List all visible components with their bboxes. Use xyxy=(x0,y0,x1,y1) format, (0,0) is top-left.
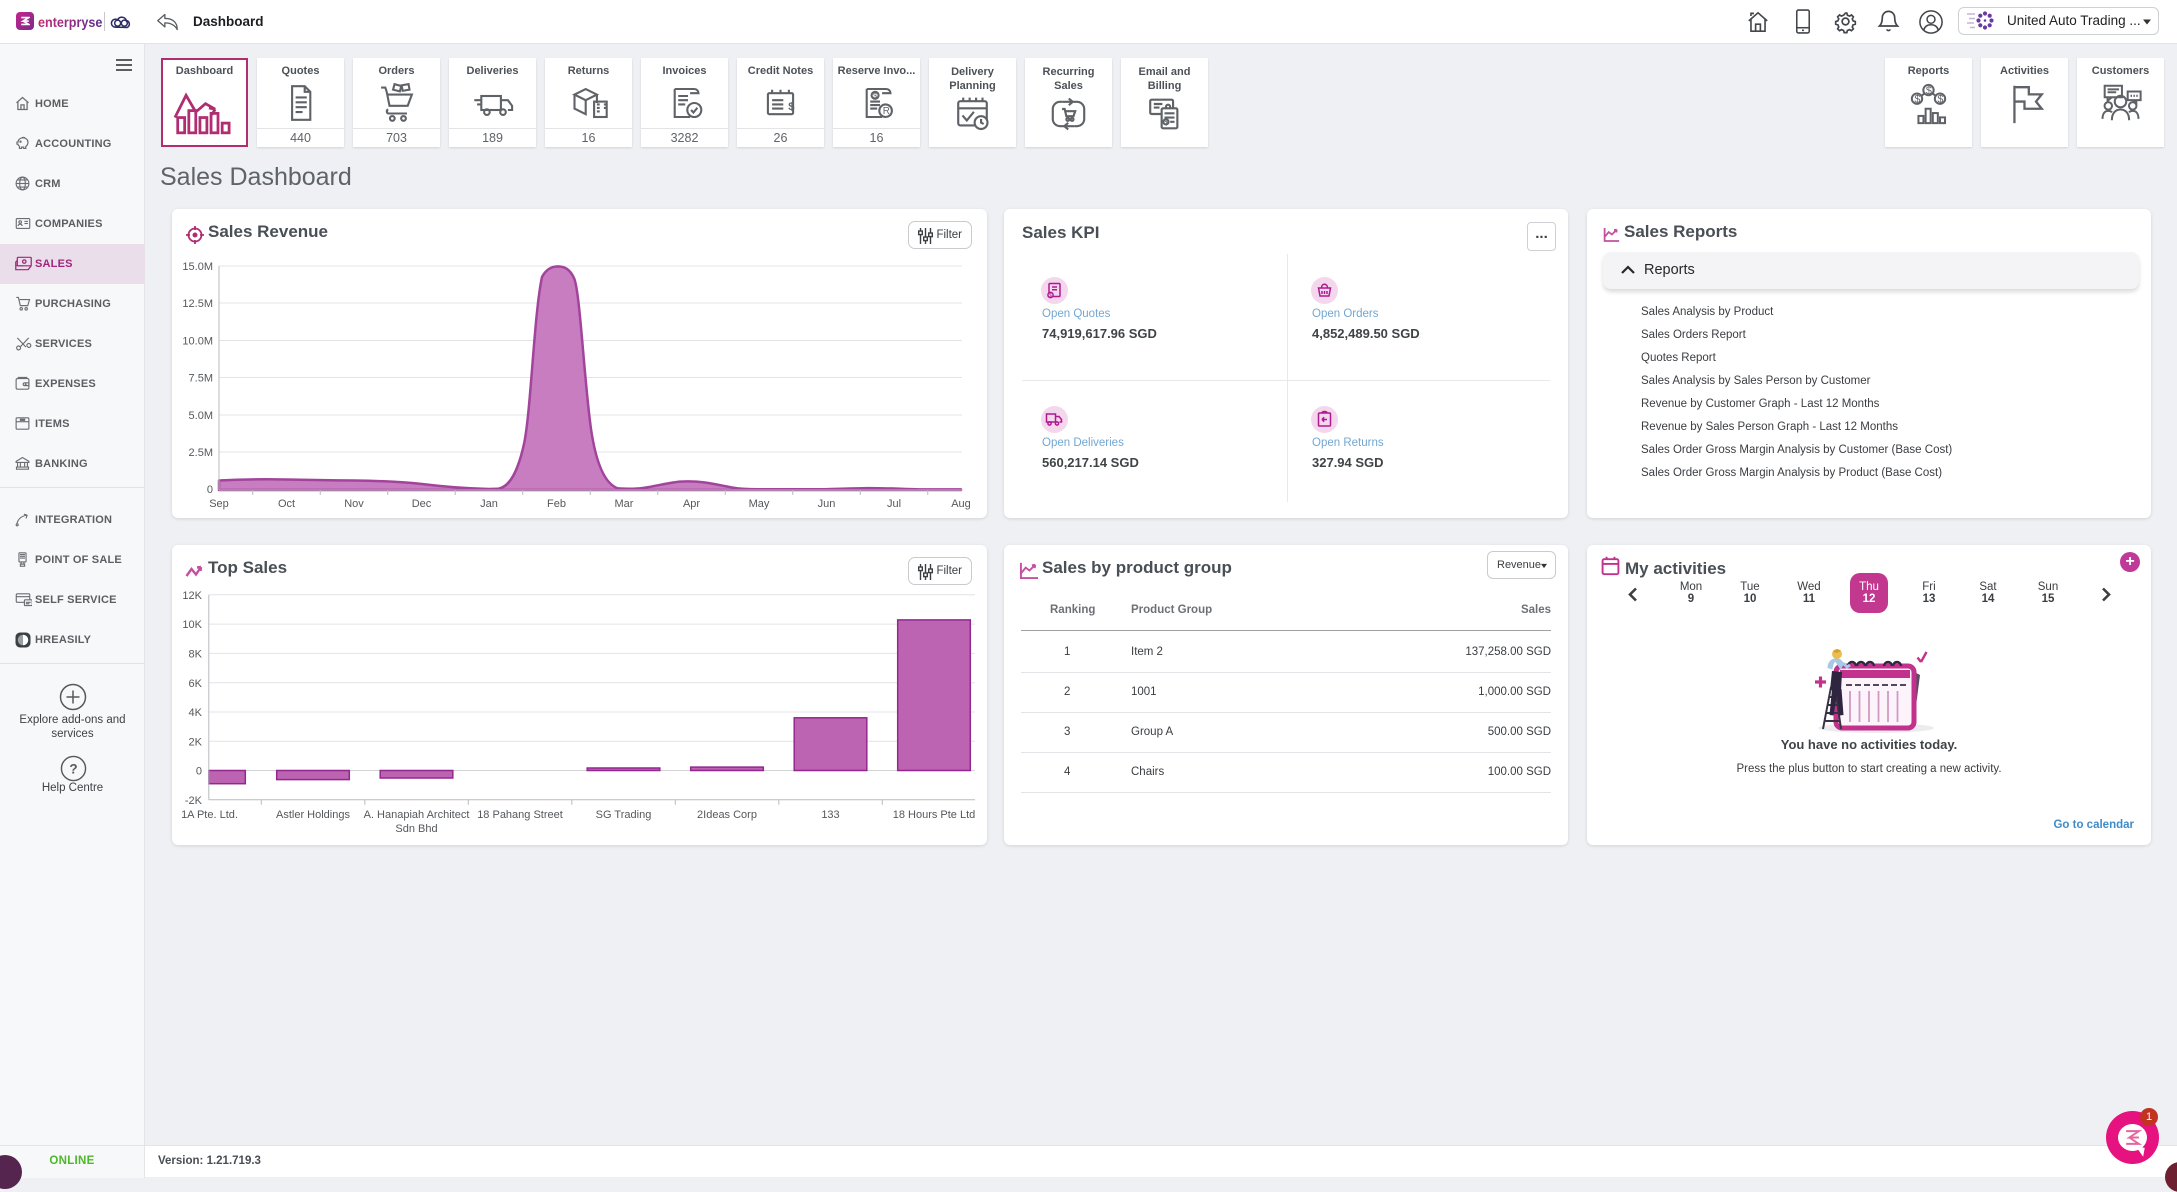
svg-text:May: May xyxy=(749,498,770,510)
svg-text:0: 0 xyxy=(196,766,202,778)
svg-text:0: 0 xyxy=(207,484,213,496)
svg-text:Astler Holdings: Astler Holdings xyxy=(276,809,350,821)
svg-text:Mar: Mar xyxy=(615,498,634,510)
svg-text:133: 133 xyxy=(821,809,839,821)
svg-text:Oct: Oct xyxy=(278,498,295,510)
svg-text:2K: 2K xyxy=(189,737,203,749)
svg-text:1A Pte. Ltd.: 1A Pte. Ltd. xyxy=(181,809,238,821)
svg-text:7.5M: 7.5M xyxy=(189,373,213,385)
svg-text:Jun: Jun xyxy=(818,498,836,510)
svg-text:$: $ xyxy=(1914,93,1920,105)
svg-text:$: $ xyxy=(1049,293,1052,299)
svg-text:8K: 8K xyxy=(189,649,203,661)
svg-text:$: $ xyxy=(1937,93,1943,105)
svg-text:?: ? xyxy=(69,761,77,776)
svg-text:SG Trading: SG Trading xyxy=(596,809,652,821)
svg-text:18 Pahang Street: 18 Pahang Street xyxy=(477,809,563,821)
svg-text:Sep: Sep xyxy=(209,498,229,510)
svg-text:15.0M: 15.0M xyxy=(182,261,213,273)
svg-text:$: $ xyxy=(1926,85,1932,97)
svg-text:Nov: Nov xyxy=(344,498,364,510)
svg-text:12K: 12K xyxy=(182,590,202,602)
svg-text:18 Hours Pte Ltd: 18 Hours Pte Ltd xyxy=(893,809,976,821)
svg-text:2Ideas Corp: 2Ideas Corp xyxy=(697,809,757,821)
svg-text:Jul: Jul xyxy=(887,498,901,510)
svg-text:$: $ xyxy=(788,101,795,113)
svg-text:-2K: -2K xyxy=(185,795,203,807)
svg-text:$: $ xyxy=(873,93,877,100)
svg-text:4K: 4K xyxy=(189,707,203,719)
svg-text:6K: 6K xyxy=(189,678,203,690)
svg-text:10K: 10K xyxy=(182,619,202,631)
svg-text:A. Hanapiah Architect: A. Hanapiah Architect xyxy=(364,809,470,821)
svg-text:$: $ xyxy=(1164,118,1169,127)
svg-text:Feb: Feb xyxy=(547,498,566,510)
svg-text:Jan: Jan xyxy=(480,498,498,510)
svg-text:2.5M: 2.5M xyxy=(189,447,213,459)
svg-text:Sdn Bhd: Sdn Bhd xyxy=(395,823,437,835)
svg-text:R: R xyxy=(883,106,890,117)
svg-text:Aug: Aug xyxy=(951,498,971,510)
svg-text:Apr: Apr xyxy=(683,498,700,510)
svg-text:5.0M: 5.0M xyxy=(189,410,213,422)
svg-text:12.5M: 12.5M xyxy=(182,298,213,310)
svg-text:Dec: Dec xyxy=(412,498,432,510)
svg-text:10.0M: 10.0M xyxy=(182,336,213,348)
